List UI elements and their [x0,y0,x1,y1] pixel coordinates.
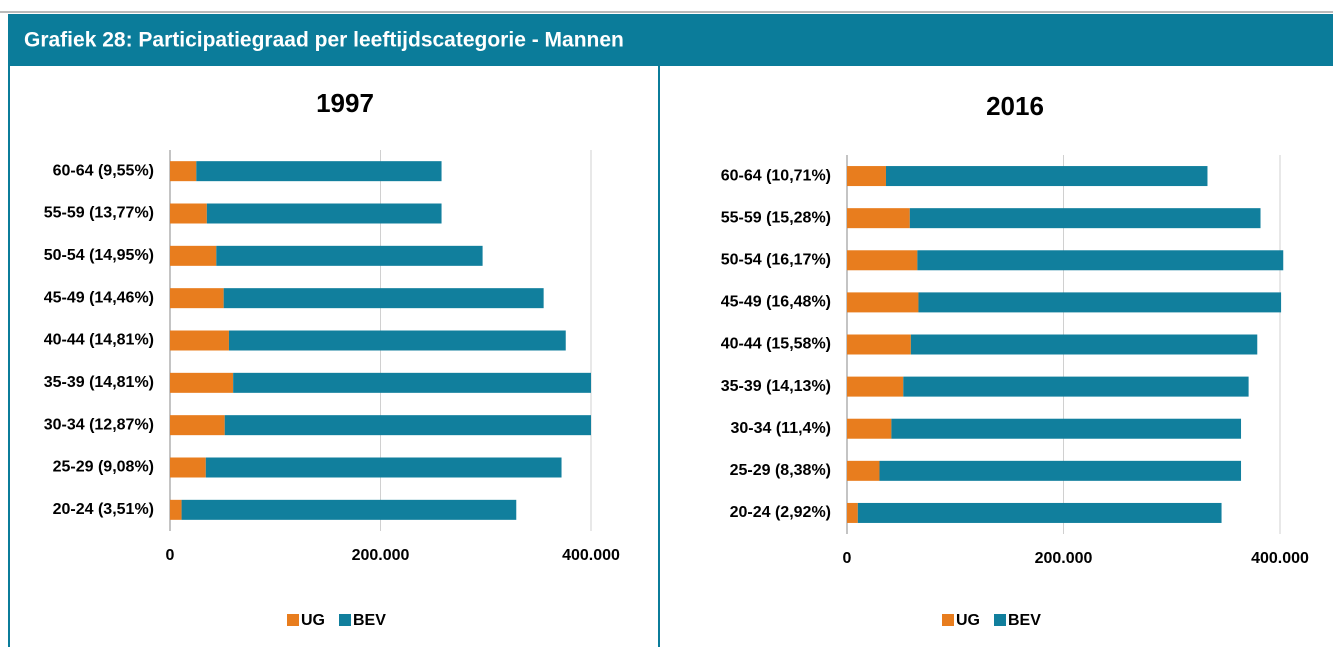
x-tick-label: 400.000 [1251,550,1309,567]
legend-swatch [942,614,954,626]
bar-segment [847,376,904,397]
bar-segment [216,245,483,266]
bar-segment [847,418,892,439]
y-tick-label: 55-59 (13,77%) [44,205,154,222]
y-tick-label: 40-44 (15,58%) [721,336,831,353]
bar-segment [233,372,591,393]
legend-label: UG [301,612,325,629]
y-tick-label: 35-39 (14,81%) [44,374,154,391]
y-tick-label: 30-34 (12,87%) [44,416,154,433]
bar-segment [909,208,1261,229]
bar-segment [170,457,206,478]
x-tick-label: 200.000 [352,547,410,564]
y-tick-label: 45-49 (14,46%) [44,289,154,306]
bar-segment [847,208,910,229]
bar-segment [170,330,229,351]
bar-segment [847,334,911,355]
bar-segment [847,292,919,313]
y-tick-label: 60-64 (9,55%) [53,162,154,179]
bar-segment [891,418,1242,439]
bar-segment [885,166,1208,187]
bar-segment [847,502,858,523]
header-title: Grafiek 28: Participatiegraad per leefti… [24,29,624,52]
bar-segment [857,502,1222,523]
bar-segment [170,245,217,266]
bar-segment [206,203,442,224]
bar-segment [170,161,197,182]
chart-title: 1997 [316,88,374,118]
legend-swatch [994,614,1006,626]
y-tick-label: 60-64 (10,71%) [721,167,831,184]
bar-segment [224,415,592,436]
x-tick-label: 200.000 [1035,550,1093,567]
bar-segment [910,334,1258,355]
bar-segment [170,203,207,224]
y-tick-label: 40-44 (14,81%) [44,332,154,349]
y-tick-label: 20-24 (2,92%) [730,504,831,521]
bar-segment [170,499,182,520]
bar-segment [228,330,566,351]
bar-segment [170,288,224,309]
bar-segment [847,166,886,187]
y-tick-label: 50-54 (16,17%) [721,251,831,268]
y-tick-label: 25-29 (8,38%) [730,462,831,479]
bar-segment [917,250,1284,271]
bar-segment [847,250,918,271]
legend-swatch [339,614,351,626]
y-tick-label: 55-59 (15,28%) [721,209,831,226]
x-tick-label: 0 [843,550,852,567]
y-tick-label: 30-34 (11,4%) [730,420,831,437]
header-bar [8,14,1333,66]
bar-segment [903,376,1249,397]
bar-segment [196,161,442,182]
legend-label: BEV [1008,612,1041,629]
bar-segment [170,415,225,436]
bar-segment [170,372,234,393]
chart-title: 2016 [986,91,1044,121]
x-tick-label: 400.000 [562,547,620,564]
legend-label: UG [956,612,980,629]
y-tick-label: 25-29 (9,08%) [53,459,154,476]
y-tick-label: 45-49 (16,48%) [721,294,831,311]
y-tick-label: 35-39 (14,13%) [721,378,831,395]
bar-segment [879,460,1242,481]
legend-swatch [287,614,299,626]
bar-segment [847,460,880,481]
y-tick-label: 50-54 (14,95%) [44,247,154,264]
bar-segment [223,288,544,309]
bar-segment [205,457,562,478]
y-tick-label: 20-24 (3,51%) [53,501,154,518]
legend-label: BEV [353,612,386,629]
x-tick-label: 0 [166,547,175,564]
bar-segment [181,499,517,520]
bar-segment [918,292,1282,313]
